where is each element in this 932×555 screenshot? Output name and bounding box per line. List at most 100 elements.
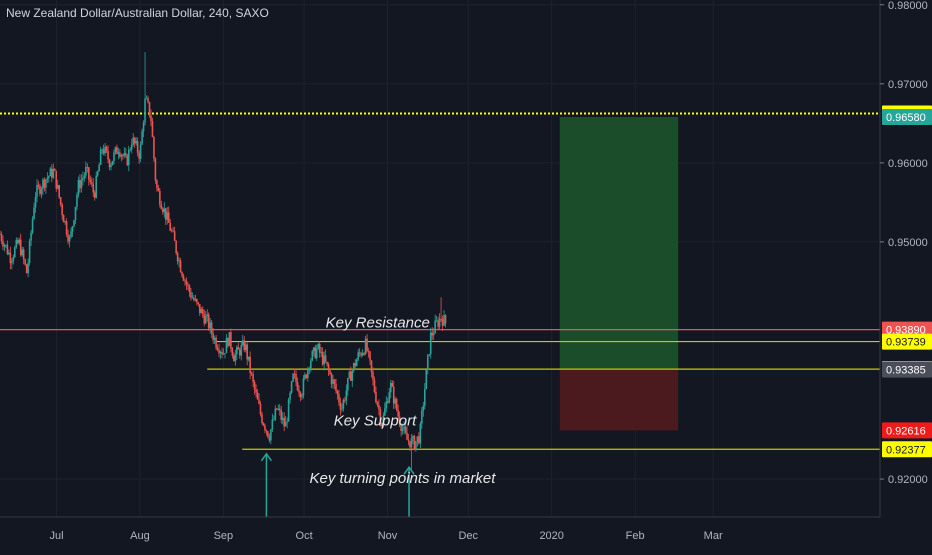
candle-body bbox=[315, 348, 318, 359]
candle-body bbox=[150, 115, 152, 122]
candle-body bbox=[277, 408, 280, 410]
candle-body bbox=[401, 428, 404, 431]
candle-body bbox=[111, 161, 114, 166]
candle-body bbox=[416, 436, 419, 442]
time-tick-label: Aug bbox=[130, 530, 150, 542]
arrow-head-icon bbox=[403, 465, 415, 475]
candle-body bbox=[48, 176, 50, 178]
price-label-text: 0.92377 bbox=[886, 444, 926, 456]
candle-body bbox=[188, 285, 191, 292]
candle-body bbox=[388, 392, 391, 403]
candle-body bbox=[314, 347, 317, 359]
candle-body bbox=[426, 355, 429, 370]
candle-body bbox=[36, 184, 38, 197]
candle-body bbox=[332, 379, 334, 385]
price-tick-label: 0.97000 bbox=[888, 79, 928, 91]
candle-body bbox=[95, 175, 98, 198]
candle-body bbox=[147, 97, 149, 102]
candle-body bbox=[6, 244, 9, 255]
annotation-text: Key turning points in market bbox=[309, 470, 496, 487]
candle-body bbox=[172, 230, 174, 232]
candle-body bbox=[345, 390, 348, 401]
candle-body bbox=[275, 408, 278, 410]
candle-body bbox=[153, 136, 155, 159]
candle-body bbox=[15, 239, 18, 248]
price-tick-label: 0.95000 bbox=[888, 237, 928, 249]
candle-body bbox=[169, 222, 172, 231]
candle-body bbox=[228, 332, 231, 346]
candle-body bbox=[207, 314, 210, 329]
candle-body bbox=[182, 275, 185, 281]
candle-body bbox=[406, 432, 408, 440]
candle-body bbox=[249, 356, 251, 373]
candle-body bbox=[201, 309, 204, 315]
candle-body bbox=[40, 189, 43, 194]
candle-body bbox=[324, 355, 327, 362]
candle-body bbox=[191, 297, 194, 299]
stop-zone[interactable] bbox=[559, 369, 679, 431]
candle-body bbox=[99, 149, 102, 165]
candle-body bbox=[197, 302, 200, 305]
candle-body bbox=[432, 333, 435, 336]
candle-body bbox=[213, 337, 216, 341]
candle-body bbox=[196, 299, 198, 303]
candle-body bbox=[227, 338, 229, 346]
candle-body bbox=[83, 175, 86, 178]
candle-body bbox=[236, 347, 238, 355]
candle-body bbox=[85, 167, 87, 176]
candle-body bbox=[363, 353, 365, 355]
candle-body bbox=[410, 438, 413, 448]
candle-body bbox=[386, 401, 389, 403]
candle-body bbox=[290, 381, 293, 393]
candle-body bbox=[101, 149, 103, 151]
time-axis[interactable] bbox=[0, 517, 880, 550]
candle-body bbox=[175, 240, 177, 253]
candle-body bbox=[278, 408, 281, 411]
candle-body bbox=[162, 209, 164, 213]
candle-body bbox=[25, 264, 28, 274]
candle-body bbox=[391, 382, 394, 387]
candle-body bbox=[413, 436, 416, 450]
candle-body bbox=[96, 171, 99, 176]
candle-body bbox=[280, 410, 283, 420]
candle-body bbox=[382, 415, 385, 427]
candle-body bbox=[108, 159, 111, 168]
target-zone[interactable] bbox=[559, 116, 679, 370]
candle-body bbox=[366, 338, 368, 351]
candle-body bbox=[142, 122, 145, 132]
candle-body bbox=[348, 371, 351, 379]
price-axis[interactable] bbox=[880, 0, 932, 550]
candle-body bbox=[178, 260, 180, 262]
candle-body bbox=[176, 252, 179, 262]
candle-body bbox=[179, 260, 182, 273]
candle-body bbox=[187, 284, 189, 286]
candle-body bbox=[404, 426, 407, 433]
candle-body bbox=[261, 414, 263, 424]
time-tick-label: Nov bbox=[378, 530, 398, 542]
candle-body bbox=[338, 394, 340, 403]
price-label-text: 0.93385 bbox=[886, 365, 926, 377]
candle-body bbox=[132, 137, 135, 145]
price-label-badge bbox=[882, 108, 932, 125]
candle-body bbox=[93, 192, 96, 198]
candle-body bbox=[113, 152, 115, 162]
candle-body bbox=[267, 431, 269, 438]
candle-body bbox=[358, 352, 361, 354]
candle-body bbox=[403, 426, 405, 429]
candle-body bbox=[274, 408, 277, 420]
candle-body bbox=[173, 231, 176, 241]
candle-body bbox=[24, 259, 26, 265]
candle-body bbox=[122, 155, 124, 156]
candle-body bbox=[428, 354, 431, 356]
candle-body bbox=[378, 405, 380, 410]
candle-body bbox=[397, 410, 399, 417]
candle-body bbox=[129, 149, 132, 151]
candle-body bbox=[27, 262, 29, 274]
candle-body bbox=[389, 382, 392, 393]
candle-body bbox=[67, 234, 69, 242]
candle-body bbox=[215, 337, 217, 348]
candle-body bbox=[295, 373, 297, 382]
candle-body bbox=[434, 320, 436, 334]
